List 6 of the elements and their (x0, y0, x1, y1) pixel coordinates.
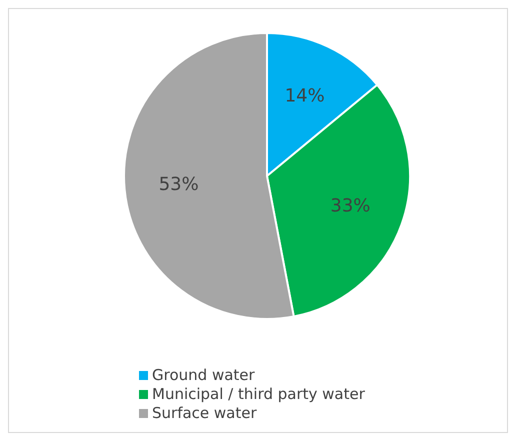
legend-label: Municipal / third party water (152, 385, 365, 403)
data-label: 53% (158, 174, 199, 195)
data-label: 33% (330, 196, 370, 217)
data-label: 14% (284, 85, 325, 106)
legend-label: Ground water (152, 366, 255, 384)
legend-label: Surface water (152, 404, 257, 422)
